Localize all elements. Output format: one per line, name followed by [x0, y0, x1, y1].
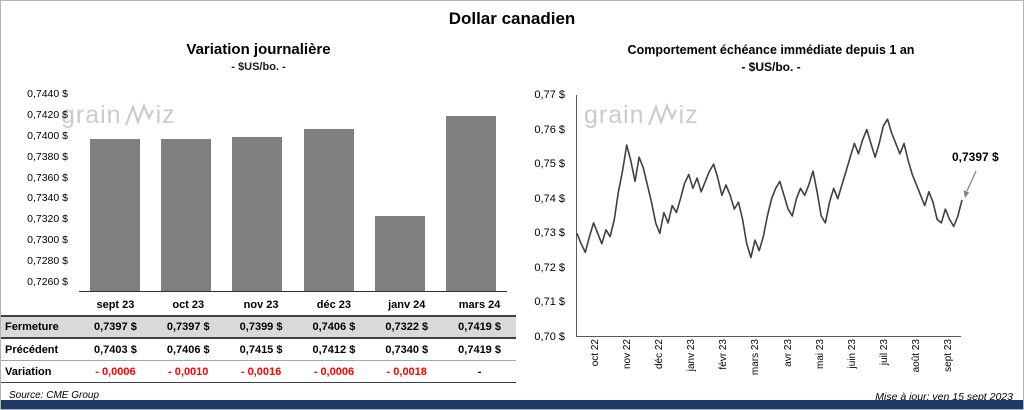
line-x-tick-label: nov 22 [622, 339, 634, 370]
bar-y-tick-label: 0,7360 $ [27, 171, 68, 184]
line-x-tick-label: mars 23 [750, 339, 762, 376]
line-x-tick-label: juin 23 [846, 339, 858, 369]
row-label: Précédent [5, 343, 59, 356]
daily-variation-panel: Variation journalière - $US/bo. - grain … [1, 1, 516, 401]
month-header: mars 24 [458, 299, 501, 311]
annotation-arrow [966, 170, 977, 192]
line-y-tick-label: 0,72 $ [534, 261, 565, 274]
table-value: - 0,0006 [313, 365, 355, 378]
price-line [576, 118, 963, 259]
page-title: Dollar canadien [448, 9, 576, 28]
table-row-précédent: Précédent 0,7403 $ 0,7406 $ 0,7415 $ 0,7412 … [1, 339, 516, 361]
month-header: sept 23 [96, 299, 135, 311]
bar-y-tick-label: 0,7280 $ [27, 254, 68, 267]
row-label: Variation [5, 365, 52, 378]
line-x-tick-label: juil 23 [878, 339, 890, 366]
bar-y-tick-label: 0,7300 $ [27, 233, 68, 246]
table-value: 0,7419 $ [458, 343, 501, 356]
bar-y-tick-label: 0,7380 $ [27, 150, 68, 163]
bar-y-tick-label: 0,7400 $ [27, 129, 68, 142]
month-header: déc 23 [316, 299, 352, 311]
line-x-tick-label: août 23 [910, 339, 922, 373]
last-price-annotation: 0,7397 $ [952, 150, 999, 164]
table-value: 0,7397 $ [94, 321, 137, 333]
bar-janv-24 [375, 216, 425, 291]
price-table: sept 23 oct 23 nov 23 déc 23 janv 24 mars 24 F… [1, 295, 516, 383]
bar-slot [150, 89, 221, 291]
line-y-tick-label: 0,71 $ [534, 296, 565, 309]
table-value: - 0,0006 [95, 365, 136, 378]
bar-slot [79, 89, 150, 291]
table-row-variation: Variation - 0,0006 - 0,0010 - 0,0016 - 0,000… [1, 361, 516, 383]
month-header: janv 24 [388, 299, 426, 311]
line-x-tick-label: févr 23 [718, 339, 730, 370]
line-x-tick-label: sept 23 [942, 339, 954, 372]
table-value: 0,7340 $ [385, 343, 429, 356]
table-value: 0,7406 $ [312, 321, 356, 333]
bar-déc-23 [303, 129, 354, 291]
row-label: Fermeture [5, 321, 59, 333]
annotation-arrowhead [963, 190, 970, 198]
line-y-tick-label: 0,73 $ [534, 227, 565, 240]
table-value: 0,7399 $ [239, 321, 283, 333]
line-y-tick-label: 0,76 $ [534, 123, 565, 136]
table-value: 0,7406 $ [166, 343, 210, 356]
bar-chart-title: Variation journalière [186, 41, 331, 58]
line-x-tick-label: janv 23 [686, 339, 698, 372]
bar-slot [222, 89, 293, 291]
bar-y-tick-label: 0,7260 $ [27, 275, 68, 288]
table-value: 0,7403 $ [94, 343, 137, 356]
table-value: - 0,0016 [240, 365, 282, 378]
bar-mars-24 [446, 115, 497, 291]
bar-slot [364, 89, 435, 291]
line-chart-title: Comportement échéance immédiate depuis 1… [627, 43, 915, 57]
month-header: oct 23 [172, 299, 205, 311]
line-x-tick-label: mai 23 [814, 339, 826, 370]
bar-slot [436, 89, 507, 291]
table-header-row: sept 23 oct 23 nov 23 déc 23 janv 24 mars 24 [1, 295, 516, 317]
bar-sept-23 [89, 138, 140, 291]
table-value: 0,7419 $ [458, 321, 501, 333]
line-y-tick-label: 0,75 $ [534, 158, 565, 171]
month-header: nov 23 [243, 299, 279, 311]
bar-y-axis: 0,7440 $ 0,7420 $ 0,7400 $ 0,7380 $ 0,7360 $… [1, 88, 73, 292]
line-x-tick-label: déc 22 [654, 339, 666, 370]
line-y-tick-label: 0,74 $ [534, 192, 565, 205]
line-y-axis: 0,77 $ 0,76 $ 0,75 $ 0,74 $ 0,73 $ 0,72 $ 0,71… [521, 89, 571, 343]
bar-y-tick-label: 0,7420 $ [27, 109, 68, 121]
table-value: 0,7322 $ [385, 321, 429, 333]
line-plot-area [576, 95, 977, 337]
bar-slot [293, 89, 364, 291]
table-value: - 0,0018 [386, 365, 427, 378]
bar-oct-23 [161, 138, 211, 291]
bar-chart-subtitle: - $US/bo. - [231, 61, 286, 73]
bar-y-tick-label: 0,7320 $ [27, 213, 68, 226]
bar-nov-23 [232, 136, 283, 291]
line-x-tick-label: avr 23 [782, 339, 794, 367]
table-value: 0,7412 $ [312, 343, 356, 356]
line-y-tick-label: 0,77 $ [534, 89, 565, 101]
line-x-tick-label: oct 22 [590, 339, 601, 367]
bar-y-tick-label: 0,7440 $ [27, 88, 68, 101]
line-chart-subtitle: - $US/bo. - [741, 60, 801, 74]
table-value: - 0,0010 [168, 365, 209, 378]
table-row-fermeture: Fermeture 0,7397 $ 0,7397 $ 0,7399 $ 0,7406 … [1, 317, 516, 339]
bar-plot-area [79, 89, 507, 292]
source-note: Source: CME Group [9, 390, 100, 401]
table-value: - [477, 365, 482, 378]
table-value: 0,7397 $ [166, 321, 210, 333]
line-chart-svg [576, 118, 977, 259]
table-value: 0,7415 $ [239, 343, 283, 356]
line-y-tick-label: 0,70 $ [534, 331, 565, 343]
line-x-axis: oct 22 nov 22 déc 22 janv 23 févr 23 mars 23 a… [576, 339, 1021, 391]
bar-y-tick-label: 0,7340 $ [27, 192, 68, 205]
bottom-accent-bar [1, 400, 1023, 409]
